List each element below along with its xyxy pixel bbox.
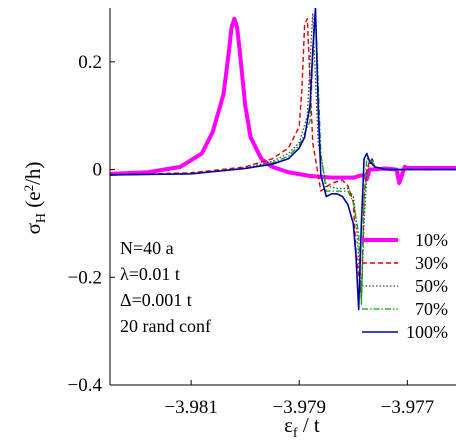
x-tick-label: −3.977	[381, 397, 434, 418]
y-tick-label: 0.2	[78, 52, 102, 73]
axes: −0.4−0.200.2−3.981−3.979−3.977εf / tσH (…	[21, 8, 456, 440]
annotation-line: λ=0.01 t	[120, 264, 180, 284]
legend: 10% 30% 50% 70% 100%	[362, 230, 448, 342]
y-tick-label: −0.4	[68, 375, 103, 396]
annotation-block: N=40 a λ=0.01 t Δ=0.001 t 20 rand conf	[120, 238, 211, 336]
legend-label-100-percent: 100%	[406, 322, 448, 342]
legend-label-10-percent: 10%	[415, 230, 448, 250]
legend-label-30-percent: 30%	[415, 253, 448, 273]
x-tick-label: −3.981	[164, 397, 217, 418]
legend-label-50-percent: 50%	[415, 276, 448, 296]
annotation-line: Δ=0.001 t	[120, 290, 192, 310]
annotation-line: N=40 a	[120, 238, 174, 258]
y-tick-label: −0.2	[68, 267, 102, 288]
y-axis-label: σH (e2/h)	[21, 162, 49, 235]
x-axis-label: εf / t	[284, 413, 320, 440]
y-tick-label: 0	[93, 160, 103, 181]
legend-label-70-percent: 70%	[415, 299, 448, 319]
annotation-line: 20 rand conf	[120, 316, 211, 336]
